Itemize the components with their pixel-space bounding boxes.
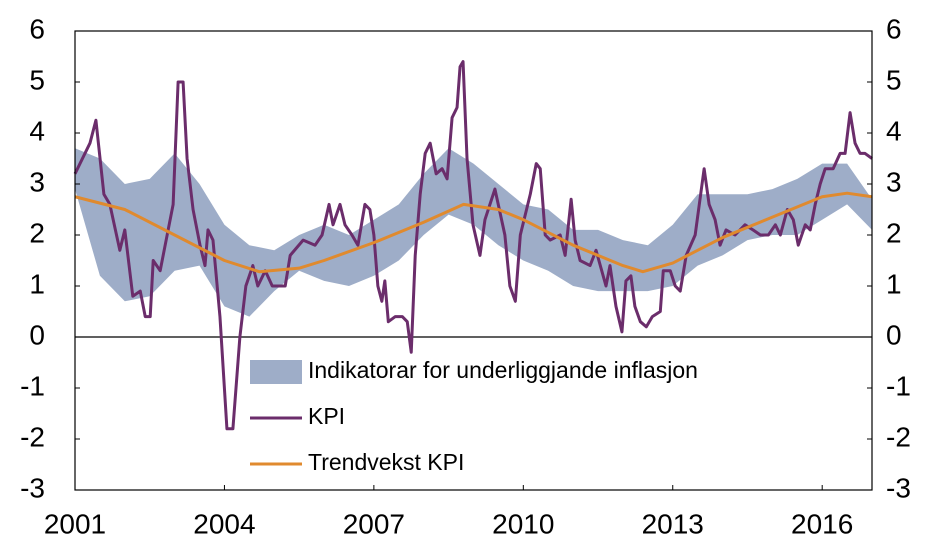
y-tick-label: 2 <box>29 217 45 248</box>
x-tick-label: 2007 <box>343 508 405 539</box>
x-tick-label: 2016 <box>791 508 853 539</box>
legend-swatch <box>250 360 302 384</box>
y2-tick-label: 3 <box>886 166 902 197</box>
y-tick-label: 5 <box>29 64 45 95</box>
legend-label: Trendvekst KPI <box>308 449 464 475</box>
line <box>74 191 873 274</box>
y2-tick-label: -3 <box>886 472 911 503</box>
plot-frame <box>74 30 873 491</box>
y2-tick-label: 0 <box>886 319 902 350</box>
legend-label: KPI <box>308 403 345 429</box>
y2-tick-label: 5 <box>886 64 902 95</box>
y-tick-label: -1 <box>20 370 45 401</box>
y2-tick-label: 6 <box>886 13 902 44</box>
y2-tick-label: -2 <box>886 421 911 452</box>
x-tick-label: 2004 <box>193 508 255 539</box>
y-tick-label: 4 <box>29 115 45 146</box>
y-tick-label: -2 <box>20 421 45 452</box>
y2-tick-label: -1 <box>886 370 911 401</box>
y2-tick-label: 1 <box>886 268 902 299</box>
x-tick-label: 2013 <box>642 508 704 539</box>
legend-label: Indikatorar for underliggjande inflasjon <box>308 357 698 383</box>
y-tick-label: 1 <box>29 268 45 299</box>
y-tick-label: 0 <box>29 319 45 350</box>
y2-tick-label: 4 <box>886 115 902 146</box>
y-tick-label: -3 <box>20 472 45 503</box>
x-tick-label: 2001 <box>44 508 106 539</box>
x-tick-label: 2010 <box>492 508 554 539</box>
y-tick-label: 3 <box>29 166 45 197</box>
y-tick-label: 6 <box>29 13 45 44</box>
y2-tick-label: 2 <box>886 217 902 248</box>
